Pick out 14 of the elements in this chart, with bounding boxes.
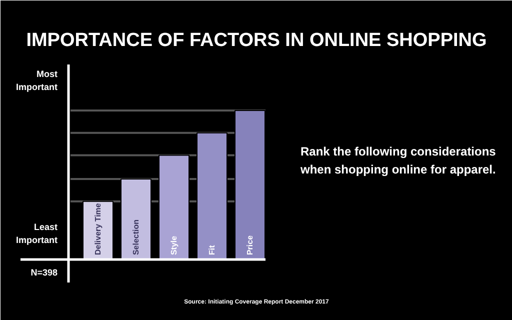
- bar: [234, 110, 266, 260]
- text: Rank the following considerations when shopping online for apparel.: [300, 144, 496, 177]
- x-tick-label: Price: [246, 234, 254, 256]
- text: Least Important: [16, 222, 58, 245]
- text: N=398: [30, 268, 58, 278]
- text: Most Important: [16, 69, 58, 92]
- bar: [196, 132, 228, 260]
- chart-title: IMPORTANCE OF FACTORS IN ONLINE SHOPPING: [26, 30, 487, 51]
- x-tick-label: Style: [170, 235, 178, 256]
- x-tick-label: Fit: [208, 244, 216, 256]
- bar: [158, 154, 190, 260]
- bar: [120, 178, 152, 260]
- x-tick-label: Selection: [132, 219, 140, 256]
- x-tick-label: Delivery Time: [94, 202, 102, 256]
